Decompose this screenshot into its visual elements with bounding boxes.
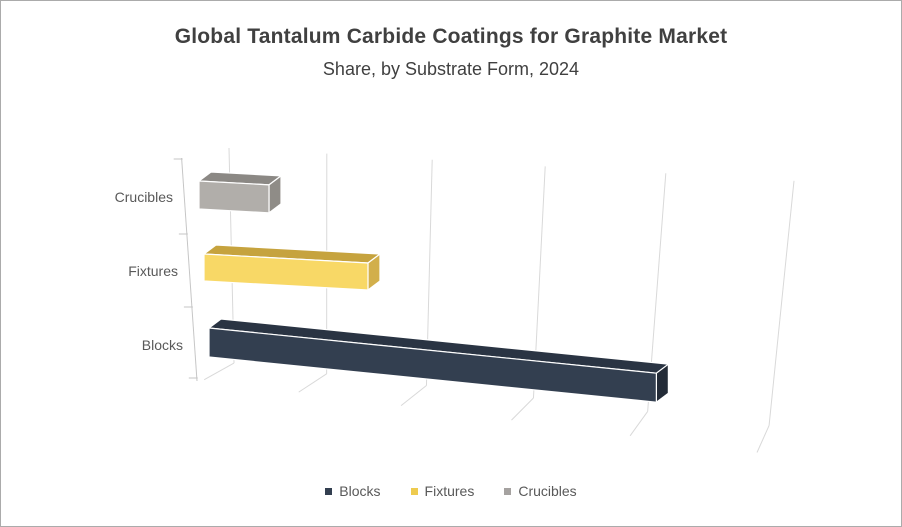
floor-gridline-4 xyxy=(629,411,649,437)
floor-gridline-0 xyxy=(203,362,235,381)
legend-label-blocks: Blocks xyxy=(339,483,381,499)
legend-item-fixtures: Fixtures xyxy=(410,483,475,499)
category-label-fixtures: Fixtures xyxy=(128,263,178,279)
value-gridlines xyxy=(203,147,795,453)
bar-series xyxy=(198,171,669,403)
floor-gridline-5 xyxy=(756,425,770,453)
bar-blocks-front-face xyxy=(208,327,657,403)
legend-marker-crucibles-icon xyxy=(504,487,512,495)
bar-fixtures-front-face xyxy=(203,253,369,291)
category-label-crucibles: Crucibles xyxy=(115,189,173,205)
legend: Blocks Fixtures Crucibles xyxy=(1,484,901,498)
legend-item-blocks: Blocks xyxy=(325,483,381,499)
legend-marker-blocks-icon xyxy=(325,487,333,495)
legend-label-crucibles: Crucibles xyxy=(518,483,577,499)
floor-gridline-1 xyxy=(298,373,327,393)
category-axis-line xyxy=(181,157,198,382)
chart-subtitle: Share, by Substrate Form, 2024 xyxy=(322,59,580,79)
legend-marker-fixtures-icon xyxy=(410,487,418,495)
category-axis xyxy=(173,157,198,382)
bar-crucibles-front-face xyxy=(198,180,270,214)
floor-gridline-2 xyxy=(400,385,427,407)
wall-gridline-5 xyxy=(768,180,795,426)
floor-gridline-3 xyxy=(511,397,534,421)
chart-title: Global Tantalum Carbide Coatings for Gra… xyxy=(174,25,728,48)
legend-item-crucibles: Crucibles xyxy=(504,483,577,499)
category-label-blocks: Blocks xyxy=(142,337,183,353)
legend-label-fixtures: Fixtures xyxy=(424,483,475,499)
category-axis-labels: Crucibles Fixtures Blocks xyxy=(115,189,183,353)
